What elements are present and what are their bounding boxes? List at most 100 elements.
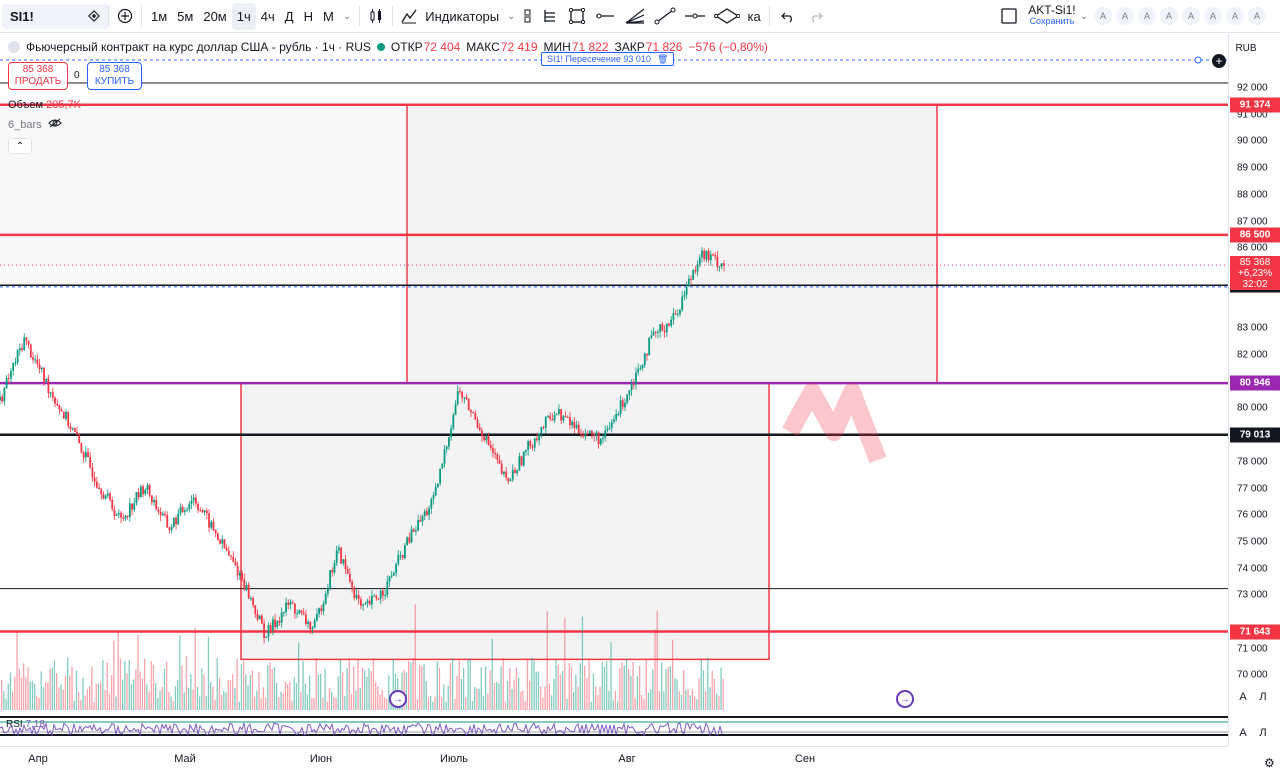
- candle-body: [723, 263, 725, 266]
- layout-icon[interactable]: [520, 3, 538, 30]
- high-value: 72 419: [500, 40, 538, 54]
- interval-4h[interactable]: 4ч: [260, 8, 275, 24]
- volume-bar: [474, 686, 476, 710]
- candle-body: [219, 539, 221, 544]
- indicators-icon[interactable]: [397, 3, 421, 30]
- compare-icon[interactable]: [113, 3, 137, 30]
- redo-icon[interactable]: [802, 3, 830, 30]
- collapse-legend-button[interactable]: ⌃: [8, 138, 32, 154]
- undo-icon[interactable]: [774, 3, 802, 30]
- volume-bar: [152, 664, 155, 710]
- price-chart[interactable]: [0, 34, 1228, 746]
- layout-name[interactable]: AKT-Si1! Сохранить: [1028, 4, 1075, 27]
- volume-bar: [357, 659, 359, 710]
- volume-bar: [144, 658, 146, 710]
- price-level-label: 71 643: [1230, 624, 1280, 640]
- add-alert-icon[interactable]: +: [1212, 54, 1226, 68]
- volume-bar: [232, 674, 234, 710]
- candle-body: [663, 330, 666, 333]
- horizontal-ray-icon[interactable]: [590, 3, 620, 30]
- volume-bar: [238, 701, 240, 710]
- candle-body: [298, 610, 301, 614]
- candle-body: [58, 405, 61, 410]
- auto-scale-button[interactable]: А: [1239, 691, 1247, 703]
- alert-avatar-icon[interactable]: A: [1182, 7, 1200, 25]
- rsi-legend[interactable]: RSI 7,18: [6, 719, 45, 730]
- chevron-down-icon[interactable]: ⌄: [507, 10, 516, 22]
- interval-20m[interactable]: 20м: [203, 8, 227, 24]
- volume-bar: [518, 677, 520, 710]
- volume-bar: [480, 667, 482, 710]
- interval-month[interactable]: М: [322, 8, 334, 24]
- alert-avatar-icon[interactable]: A: [1138, 7, 1156, 25]
- log-scale-button[interactable]: Л: [1259, 727, 1267, 739]
- volume-legend[interactable]: Объем 205,7K: [8, 99, 81, 111]
- chevron-down-icon[interactable]: ⌄: [1079, 10, 1088, 22]
- price-tick: 86 000: [1237, 242, 1268, 254]
- trend-line-icon[interactable]: [650, 3, 680, 30]
- volume-bar: [562, 670, 564, 710]
- bars-legend[interactable]: 6_bars: [8, 118, 62, 131]
- candle-body: [472, 412, 475, 414]
- volume-bar: [639, 665, 641, 710]
- candle-body: [265, 636, 268, 638]
- alert-avatar-icon[interactable]: A: [1204, 7, 1222, 25]
- go-to-icon[interactable]: →: [389, 690, 407, 708]
- favorite-icon[interactable]: [84, 3, 104, 30]
- alert-badge[interactable]: SI1! Пересечение 93 010 🗑: [541, 52, 675, 66]
- candle-body: [0, 396, 1, 401]
- volume-bar: [236, 658, 238, 710]
- volume-bar: [414, 604, 416, 710]
- volume-bar: [430, 695, 432, 710]
- candle-body: [329, 570, 331, 589]
- fib-fan-icon[interactable]: [620, 3, 650, 30]
- interval-group: 1м 5м 20м 1ч 4ч Д Н М: [146, 2, 339, 30]
- volume-bar: [667, 667, 669, 710]
- horizontal-line-icon[interactable]: [680, 3, 710, 30]
- volume-bar: [355, 690, 357, 710]
- price-scale[interactable]: 92 000 91 000 90 000 89 000 88 000 87 000 86 0…: [1228, 34, 1280, 746]
- layout-select-icon[interactable]: [996, 3, 1022, 30]
- go-to-icon[interactable]: →: [896, 690, 914, 708]
- interval-1m[interactable]: 1м: [151, 8, 168, 24]
- eye-off-icon[interactable]: [47, 118, 62, 131]
- pitchfork-icon[interactable]: [538, 3, 564, 30]
- volume-bar: [507, 680, 509, 710]
- candles-icon[interactable]: [364, 3, 388, 30]
- shape-tool-icon[interactable]: [710, 3, 744, 30]
- volume-bar: [425, 680, 427, 710]
- interval-1h[interactable]: 1ч: [231, 2, 256, 30]
- candle-body: [276, 621, 279, 628]
- time-axis[interactable]: Апр Май Июн Июль Авг Сен: [0, 746, 1228, 772]
- log-scale-button[interactable]: Л: [1259, 691, 1267, 703]
- indicators-button[interactable]: Индикаторы: [425, 8, 500, 24]
- alert-avatar-icon[interactable]: A: [1116, 7, 1134, 25]
- alert-avatar-icon[interactable]: A: [1226, 7, 1244, 25]
- chevron-down-icon[interactable]: ⌄: [342, 10, 352, 22]
- templates-button[interactable]: ка: [747, 8, 761, 24]
- candle-body: [56, 403, 59, 406]
- rectangle-tool-icon[interactable]: [564, 3, 590, 30]
- volume-bar: [421, 666, 423, 710]
- volume-bar: [370, 671, 372, 710]
- alert-avatar-icon[interactable]: A: [1248, 7, 1266, 25]
- volume-bar: [423, 663, 425, 710]
- interval-week[interactable]: Н: [303, 8, 313, 24]
- gear-icon[interactable]: ⚙: [1264, 756, 1275, 770]
- volume-bar: [135, 669, 137, 710]
- volume-bar: [221, 694, 223, 710]
- save-button[interactable]: Сохранить: [1029, 16, 1075, 26]
- interval-day[interactable]: Д: [284, 8, 294, 24]
- volume-bar: [447, 685, 449, 710]
- alert-avatar-icon[interactable]: A: [1160, 7, 1178, 25]
- buy-button[interactable]: 85 368 КУПИТЬ: [87, 62, 142, 90]
- auto-scale-button[interactable]: А: [1239, 727, 1247, 739]
- volume-bar: [313, 697, 315, 710]
- candle-body: [659, 324, 662, 332]
- trash-icon[interactable]: 🗑: [656, 53, 669, 64]
- symbol-search[interactable]: SI1!: [2, 3, 110, 29]
- alert-avatar-icon[interactable]: A: [1094, 7, 1112, 25]
- currency-select[interactable]: RUB: [1235, 42, 1257, 54]
- interval-5m[interactable]: 5м: [177, 8, 194, 24]
- sell-button[interactable]: 85 368 ПРОДАТЬ: [8, 62, 68, 90]
